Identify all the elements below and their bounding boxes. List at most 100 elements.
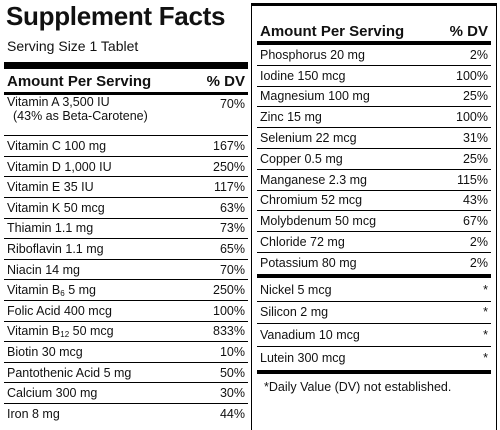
rule [4, 92, 248, 95]
nutrient-label: Vitamin K 50 mcg [7, 201, 105, 215]
nutrient-row: Potassium 80 mg 2% [257, 253, 491, 274]
nutrient-label: Iron 8 mg [7, 407, 60, 421]
daily-value: 100% [213, 303, 245, 318]
thick-rule [257, 370, 491, 374]
nutrient-name: Iron 8 mg [7, 407, 60, 422]
nutrient-label: Silicon 2 mg [260, 305, 328, 319]
serving-size: Serving Size 1 Tablet [7, 38, 139, 54]
nutrient-row: Iodine 150 mcg 100% [257, 66, 491, 87]
nutrient-name: Riboflavin 1.1 mg [7, 241, 104, 256]
daily-value: 63% [219, 200, 245, 215]
nutrient-label: Biotin 30 mcg [7, 345, 83, 359]
nutrient-name: Phosphorus 20 mg [260, 47, 365, 62]
daily-value: 250% [213, 283, 245, 298]
daily-value: * [483, 327, 488, 342]
nutrient-name: Vitamin C 100 mg [7, 138, 107, 153]
nutrient-name: Zinc 15 mg [260, 110, 322, 125]
nutrient-label: Vitamin C 100 mg [7, 139, 106, 153]
nutrient-label: Riboflavin 1.1 mg [7, 242, 104, 256]
daily-value: 67% [462, 214, 488, 229]
nutrient-name: Calcium 300 mg [7, 386, 98, 401]
nutrient-amount: 5 mg [64, 282, 96, 297]
title: Supplement Facts [6, 1, 226, 31]
nutrient-name: Potassium 80 mg [260, 256, 357, 271]
thick-rule [257, 41, 491, 45]
nutrient-name: Iodine 150 mcg [260, 68, 346, 83]
nutrient-row: Vitamin B6 5 mg 250% [4, 280, 248, 301]
nutrient-row: Chloride 72 mg 2% [257, 232, 491, 253]
daily-value: 30% [219, 386, 245, 401]
daily-value: 2% [469, 256, 488, 271]
left-panel: Supplement Facts Serving Size 1 Tablet A… [4, 0, 248, 430]
nutrient-name: Lutein 300 mcg [260, 350, 346, 365]
daily-value: 73% [219, 221, 245, 236]
nutrient-row: Vitamin C 100 mg 167% [4, 136, 248, 157]
column-heading: Amount Per Serving % DV [260, 20, 488, 40]
nutrient-row: Vitamin D 1,000 IU 250% [4, 157, 248, 178]
nutrient-label: Folic Acid 400 mcg [7, 304, 112, 318]
nutrient-row: Molybdenum 50 mcg 67% [257, 211, 491, 233]
nutrient-label: Selenium 22 mcg [260, 131, 357, 145]
nutrient-row: Selenium 22 mcg 31% [257, 128, 491, 149]
daily-value: 70% [219, 262, 245, 277]
daily-value: 2% [469, 235, 488, 250]
daily-value: 25% [462, 89, 488, 104]
nutrient-row: Calcium 300 mg 30% [4, 383, 248, 404]
nutrient-row: Folic Acid 400 mcg 100% [4, 301, 248, 322]
nutrient-name: Folic Acid 400 mcg [7, 303, 112, 318]
nutrient-row: Biotin 30 mcg 10% [4, 342, 248, 363]
nutrient-name: Copper 0.5 mg [260, 151, 343, 166]
nutrient-row: Nickel 5 mcg * [257, 279, 491, 302]
nutrient-name: Vitamin K 50 mcg [7, 200, 105, 215]
other-rows: Nickel 5 mcg * Silicon 2 mg * Vanadium 10 mc… [257, 279, 491, 369]
nutrient-name: Vitamin B [7, 282, 61, 297]
nutrient-row: Vitamin K 50 mcg 63% [4, 198, 248, 219]
nutrient-row: Chromium 52 mcg 43% [257, 191, 491, 212]
thick-rule [4, 62, 248, 69]
nutrient-label: Molybdenum 50 mcg [260, 214, 376, 228]
nutrient-row: Thiamin 1.1 mg 73% [4, 219, 248, 240]
daily-value: 167% [213, 138, 245, 153]
subscript: 6 [60, 288, 65, 298]
nutrient-row: Iron 8 mg 44% [4, 404, 248, 425]
nutrient-label: Nickel 5 mcg [260, 283, 332, 297]
nutrient-note: (43% as Beta-Carotene) [13, 109, 148, 123]
daily-value: 833% [213, 324, 245, 339]
nutrient-row: Vitamin E 35 IU 117% [4, 177, 248, 198]
amount-heading: Amount Per Serving [7, 73, 152, 90]
nutrient-name: Biotin 30 mcg [7, 344, 83, 359]
nutrient-label: Pantothenic Acid 5 mg [7, 366, 131, 380]
nutrient-name: Chromium 52 mcg [260, 193, 363, 208]
nutrient-label: Magnesium 100 mg [260, 89, 370, 103]
nutrient-row: Pantothenic Acid 5 mg 50% [4, 363, 248, 384]
nutrient-name: Molybdenum 50 mcg [260, 214, 377, 229]
daily-value: 70% [219, 97, 245, 111]
daily-value: 250% [213, 159, 245, 174]
nutrient-label: Manganese 2.3 mg [260, 173, 367, 187]
nutrient-label: Calcium 300 mg [7, 386, 97, 400]
daily-value: 117% [213, 180, 245, 195]
nutrient-name: Vitamin D 1,000 IU [7, 159, 112, 174]
nutrient-row: Silicon 2 mg * [257, 302, 491, 324]
daily-value: 43% [462, 193, 488, 208]
nutrient-label: Lutein 300 mcg [260, 351, 345, 365]
nutrient-name: Thiamin 1.1 mg [7, 221, 94, 236]
nutrient-label: Chloride 72 mg [260, 235, 345, 249]
nutrient-name: Vanadium 10 mcg [260, 327, 360, 342]
nutrient-label: Copper 0.5 mg [260, 152, 343, 166]
nutrient-label: Zinc 15 mg [260, 110, 322, 124]
nutrient-name: Vitamin A 3,500 IU [7, 95, 110, 109]
daily-value: 10% [219, 344, 245, 359]
nutrient-name: Selenium 22 mcg [260, 131, 357, 146]
nutrient-name: Magnesium 100 mg [260, 89, 370, 104]
daily-value: 31% [462, 131, 488, 146]
nutrient-row: Lutein 300 mcg * [257, 347, 491, 370]
nutrient-label: Iodine 150 mcg [260, 69, 345, 83]
daily-value: 2% [469, 47, 488, 62]
nutrient-name: Vitamin E 35 IU [7, 180, 94, 195]
daily-value: 100% [456, 68, 488, 83]
nutrient-name: Niacin 14 mg [7, 262, 80, 277]
daily-value: 25% [462, 151, 488, 166]
nutrient-row: Niacin 14 mg 70% [4, 260, 248, 281]
nutrient-row: Vanadium 10 mcg * [257, 324, 491, 347]
